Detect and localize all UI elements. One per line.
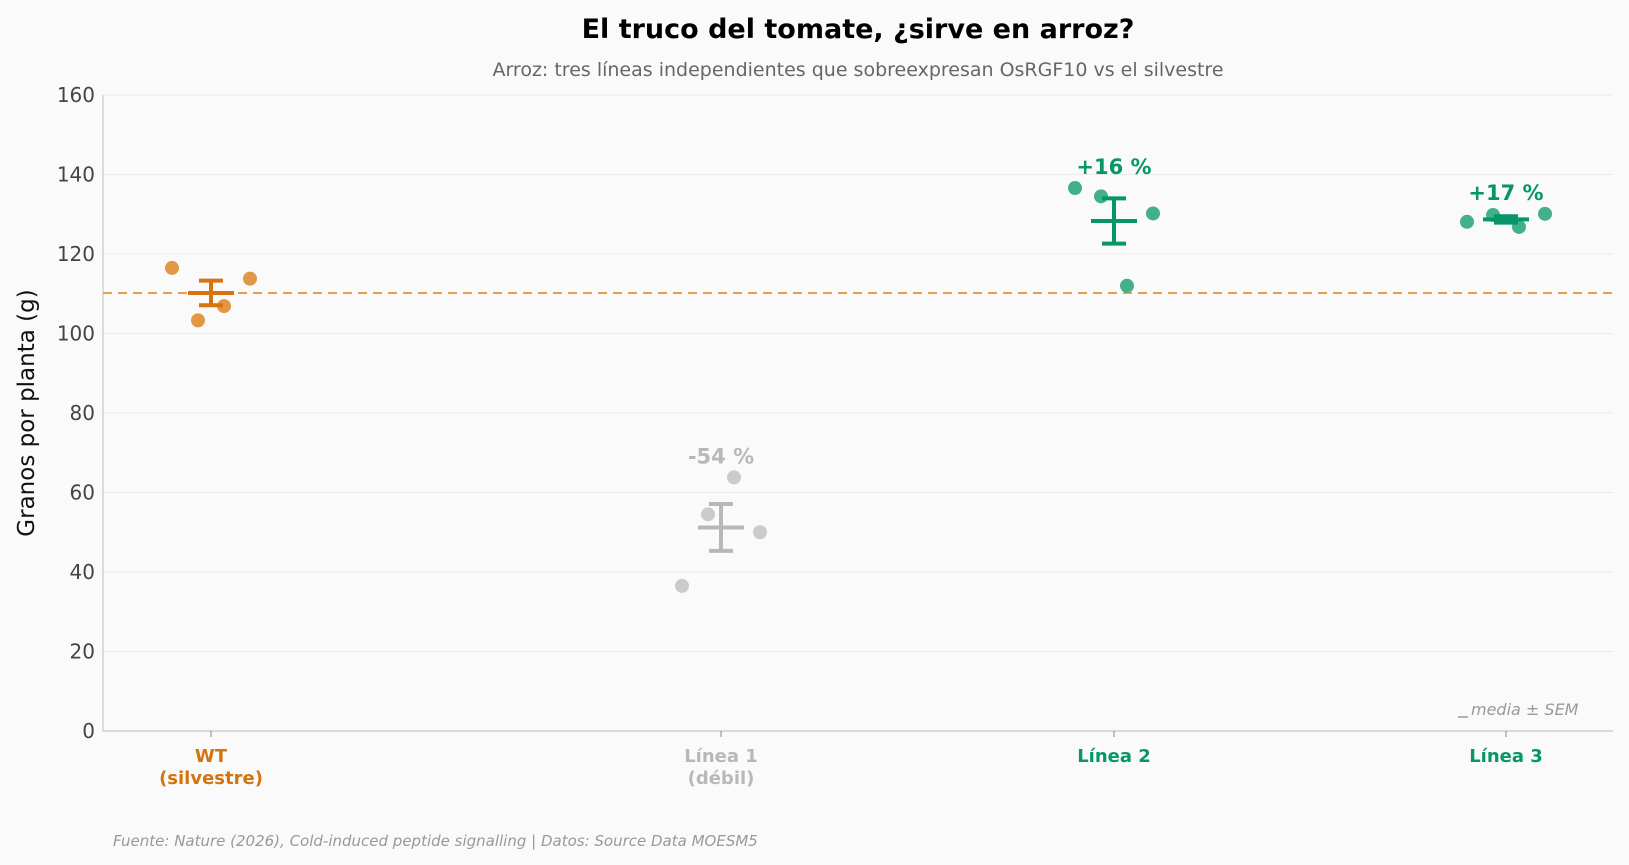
percent-change-label: +16 %	[1076, 155, 1151, 179]
data-point	[191, 313, 205, 328]
data-group: +16 %	[1068, 155, 1160, 293]
data-group	[165, 260, 257, 328]
y-tick-label: 100	[57, 322, 95, 346]
data-point	[1460, 214, 1474, 229]
chart-title: El truco del tomate, ¿sirve en arroz?	[582, 14, 1135, 45]
data-point	[1120, 278, 1134, 293]
x-tick-label-line: Línea 2	[1077, 746, 1151, 767]
chart-subtitle: Arroz: tres líneas independientes que so…	[492, 59, 1223, 81]
data-groups: -54 % +16 % +17 %	[165, 155, 1552, 593]
y-tick-label: 60	[70, 481, 95, 505]
data-point	[1068, 181, 1082, 196]
legend: media ± SEM	[1458, 700, 1579, 719]
legend-note: media ± SEM	[1471, 700, 1579, 719]
x-tick-label-line: (silvestre)	[159, 768, 263, 789]
y-tick-label: 20	[70, 640, 95, 664]
data-point	[675, 578, 689, 593]
y-tick-label: 160	[57, 83, 95, 107]
data-point	[1538, 206, 1552, 221]
y-tick-label: 0	[82, 719, 95, 743]
data-point	[753, 525, 767, 540]
data-point	[217, 299, 231, 314]
grid-lines	[103, 94, 1613, 652]
data-point	[165, 260, 179, 275]
x-axis: WT (silvestre) Línea 1 (débil) Línea 2 Línea …	[159, 731, 1543, 789]
y-tick-label: 80	[70, 401, 95, 425]
x-tick-label-line: Línea 3	[1469, 746, 1543, 767]
x-tick-label-line: Línea 1	[684, 746, 758, 767]
source-note: Fuente: Nature (2026), Cold-induced pept…	[113, 832, 758, 850]
x-tick-label: Línea 2	[1077, 746, 1151, 767]
data-point	[1146, 206, 1160, 221]
y-axis-label: Granos por planta (g)	[14, 289, 40, 536]
y-tick-label: 140	[57, 163, 95, 187]
data-group: -54 %	[675, 444, 767, 593]
y-tick-label: 40	[70, 560, 95, 584]
data-point	[243, 271, 257, 286]
percent-change-label: -54 %	[688, 444, 754, 468]
x-tick-label: Línea 1 (débil)	[684, 746, 758, 789]
y-axis: 0 20 40 60 80 100 120 140 160	[57, 83, 95, 743]
data-point	[701, 507, 715, 522]
data-group: +17 %	[1460, 181, 1552, 234]
x-tick-label: WT (silvestre)	[159, 746, 263, 789]
y-tick-label: 120	[57, 242, 95, 266]
data-point	[727, 470, 741, 485]
x-tick-label: Línea 3	[1469, 746, 1543, 767]
percent-change-label: +17 %	[1468, 181, 1543, 205]
x-tick-label-line: (débil)	[688, 768, 755, 789]
x-tick-label-line: WT	[195, 746, 228, 767]
